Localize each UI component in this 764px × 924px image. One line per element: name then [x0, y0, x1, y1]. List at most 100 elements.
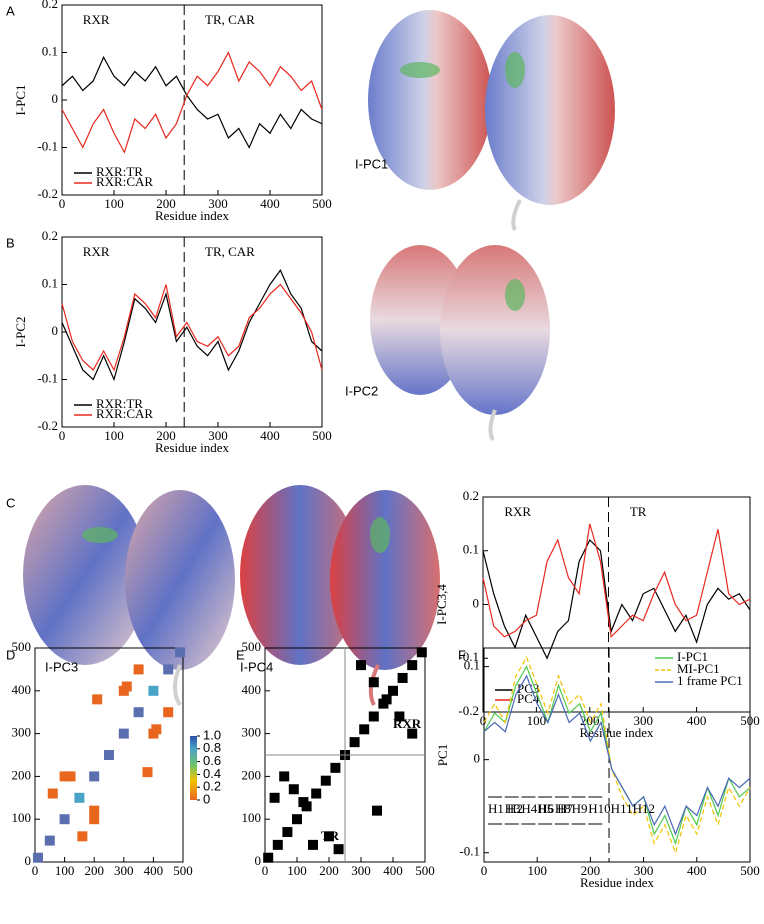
contact-point — [388, 685, 398, 696]
colorbar-label: 0.8 — [203, 740, 221, 755]
y-tick-label: -0.1 — [459, 844, 480, 859]
x-tick-label: 300 — [633, 713, 653, 728]
x-tick-label: 0 — [32, 863, 39, 878]
legend-label: RXR:CAR — [96, 406, 153, 421]
region-label: RXR — [83, 244, 110, 259]
y-tick-label: 0.2 — [42, 0, 58, 11]
contact-point — [397, 672, 408, 683]
x-tick-label: 100 — [287, 863, 307, 878]
y-axis-label: I-PC3,4 — [434, 584, 449, 625]
x-axis-label: Residue index — [155, 208, 230, 223]
x-tick-label: 400 — [260, 196, 280, 211]
colorbar-label: 1.0 — [203, 727, 221, 742]
panel-label: C — [6, 495, 15, 510]
x-tick-label: 200 — [84, 863, 104, 878]
panel-label: F — [458, 647, 466, 662]
x-tick-label: 100 — [527, 713, 547, 728]
x-tick-label: 300 — [634, 863, 654, 878]
heat-cell — [163, 707, 174, 718]
contact-point — [333, 844, 344, 855]
x-tick-label: 300 — [114, 863, 134, 878]
panel-label: E — [236, 647, 245, 662]
x-tick-label: 100 — [104, 428, 124, 443]
contact-point — [407, 660, 418, 671]
y-tick-label: 400 — [12, 682, 32, 697]
heat-cell — [59, 814, 70, 825]
heat-cell — [89, 805, 100, 816]
x-tick-label: 100 — [104, 196, 124, 211]
contact-point — [416, 647, 427, 658]
y-tick-label: 200 — [12, 767, 32, 782]
structure-label: I-PC3 — [45, 659, 78, 674]
colorbar-label: 0 — [203, 791, 210, 806]
region-label: RXR — [393, 716, 422, 731]
structure-label: I-PC2 — [345, 383, 378, 398]
y-tick-label: -0.1 — [37, 370, 58, 385]
helix-label: H1 H2 — [488, 801, 523, 816]
y-tick-label: 500 — [12, 639, 32, 654]
y-axis-label: I-PC1 — [13, 84, 28, 115]
x-tick-label: 400 — [687, 713, 707, 728]
colorbar — [190, 736, 197, 800]
series-line — [482, 523, 751, 639]
region-label: TR, CAR — [205, 12, 255, 27]
structure-b — [370, 245, 550, 442]
x-tick-label: 0 — [59, 196, 66, 211]
contact-point — [372, 805, 382, 816]
y-tick-label: 0 — [52, 323, 59, 338]
contact-point — [349, 737, 360, 748]
y-tick-label: -0.2 — [37, 418, 58, 433]
heat-cell — [148, 685, 159, 696]
x-axis-label: Residue index — [580, 875, 655, 890]
contact-point — [269, 792, 280, 803]
heat-cell — [133, 664, 144, 675]
y-axis-label: PC1 — [435, 744, 450, 766]
contact-point — [292, 814, 302, 825]
region-label: RXR — [504, 504, 531, 519]
contact-point — [308, 839, 318, 850]
helix-label: H6 H7 — [538, 801, 574, 816]
contact-point — [282, 827, 293, 838]
structure-label: I-PC4 — [240, 659, 273, 674]
y-tick-label: -0.2 — [458, 703, 479, 718]
x-tick-label: 500 — [173, 863, 193, 878]
x-tick-label: 200 — [319, 863, 339, 878]
y-tick-label: 0.2 — [463, 488, 479, 503]
x-tick-label: 400 — [144, 863, 164, 878]
contact-point — [330, 762, 341, 773]
heat-cell — [92, 694, 103, 705]
heat-cell — [118, 685, 129, 696]
x-tick-label: 100 — [55, 863, 75, 878]
panel-label: B — [6, 235, 15, 250]
x-tick-label: 0 — [481, 863, 488, 878]
contact-point — [356, 660, 366, 671]
region-label: TR — [630, 504, 647, 519]
heat-cell — [59, 771, 70, 782]
contact-point — [288, 784, 299, 795]
legend-label: RXR:CAR — [96, 174, 153, 189]
heat-cell — [47, 788, 58, 799]
series-line — [61, 51, 323, 154]
helix-label: H10H11H12 — [588, 801, 655, 816]
legend-label: MI-PC1 — [677, 661, 720, 676]
contact-point — [320, 775, 331, 786]
colorbar-label: 0.4 — [203, 766, 221, 781]
heat-cell — [118, 728, 129, 739]
y-tick-label: 0 — [474, 751, 481, 766]
y-tick-label: 0.1 — [463, 542, 479, 557]
x-tick-label: 0 — [480, 713, 487, 728]
y-tick-label: 400 — [242, 682, 262, 697]
contact-point — [368, 677, 379, 688]
x-tick-label: 100 — [527, 863, 547, 878]
y-tick-label: 0 — [25, 853, 32, 868]
helix-label: H4H5 — [521, 801, 553, 816]
x-tick-label: 300 — [351, 863, 371, 878]
colorbar-label: 0.6 — [203, 753, 221, 768]
series-line — [483, 655, 751, 855]
legend-label: RXR:TR — [96, 396, 143, 411]
y-tick-label: 500 — [242, 639, 262, 654]
heat-cell — [142, 767, 153, 778]
structure-label: I-PC1 — [355, 156, 388, 171]
contact-point — [311, 788, 322, 799]
